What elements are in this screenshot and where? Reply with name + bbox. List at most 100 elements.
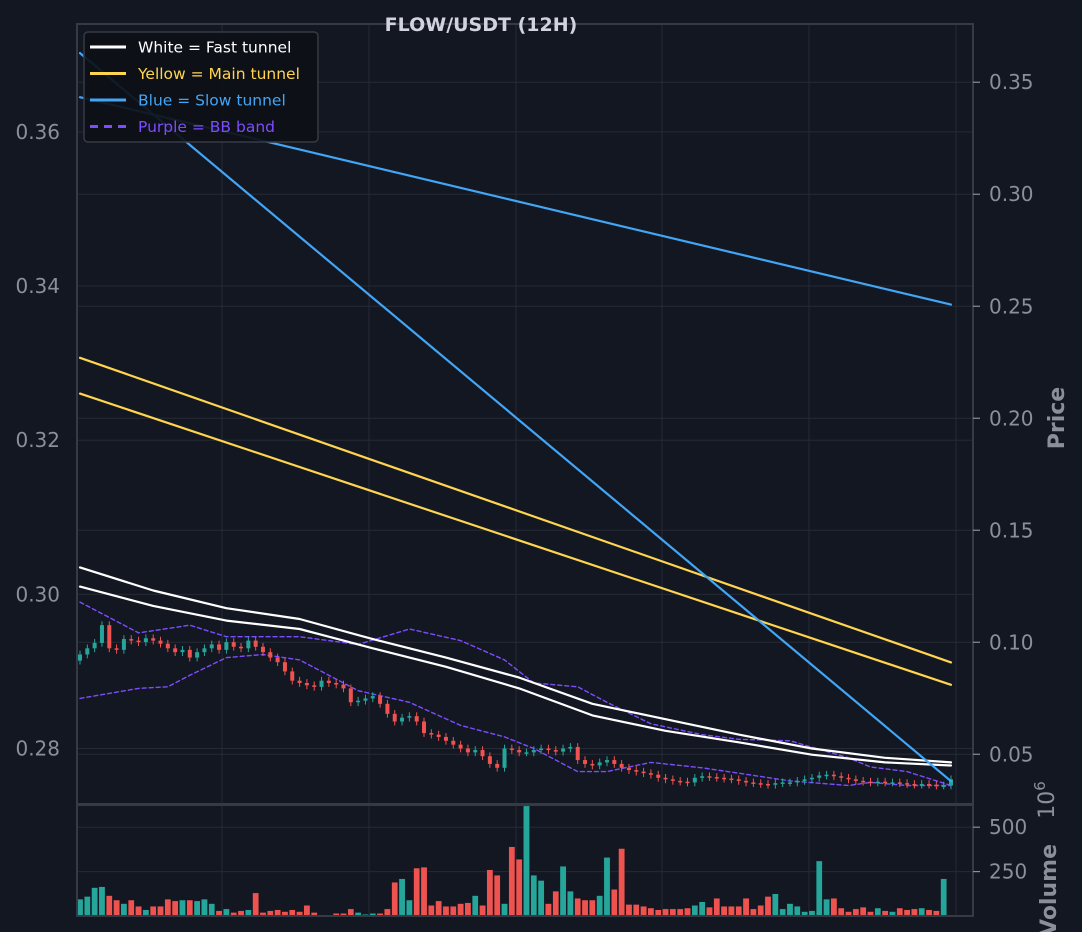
bb-band-layer bbox=[79, 601, 952, 787]
left-axis-tick-label: 0.36 bbox=[15, 120, 60, 144]
volume-bar bbox=[164, 898, 172, 917]
candle-body bbox=[436, 734, 441, 737]
candle-body bbox=[758, 783, 763, 785]
purple-series-line bbox=[79, 653, 952, 787]
candle-body bbox=[875, 781, 880, 784]
candle-body bbox=[407, 716, 412, 718]
candle-body bbox=[824, 774, 829, 777]
volume-bar bbox=[720, 906, 728, 917]
panel-frames bbox=[76, 23, 974, 917]
right-axis-tick-label: 0.25 bbox=[989, 294, 1034, 318]
legend-entry-label: Blue = Slow tunnel bbox=[138, 92, 286, 110]
right-axis-tick-label: 0.30 bbox=[989, 182, 1034, 206]
volume-bar bbox=[347, 908, 355, 917]
candle-body bbox=[392, 713, 397, 722]
volume-bar bbox=[149, 906, 157, 917]
volume-bar bbox=[830, 898, 838, 917]
candle-body bbox=[729, 778, 734, 781]
volume-bar bbox=[706, 906, 713, 917]
volume-bar bbox=[589, 899, 596, 917]
candle-body bbox=[414, 716, 419, 722]
candle-body bbox=[209, 644, 214, 649]
candle-body bbox=[861, 780, 866, 783]
volume-bar bbox=[691, 905, 699, 917]
candle-body bbox=[260, 646, 265, 653]
volume-bar bbox=[398, 878, 406, 917]
candle-body bbox=[766, 783, 771, 786]
volume-axis-tick-label: 500 bbox=[989, 815, 1027, 839]
yellow-series-line bbox=[78, 392, 953, 686]
candle-body bbox=[253, 640, 258, 647]
volume-bar bbox=[435, 900, 442, 917]
candle-body bbox=[626, 767, 631, 771]
candle-body bbox=[334, 682, 339, 685]
candle-body bbox=[165, 643, 170, 649]
volume-bar bbox=[728, 906, 735, 917]
volume-bar bbox=[303, 905, 311, 917]
volume-bar bbox=[135, 906, 142, 917]
candle-body bbox=[217, 644, 222, 650]
volume-bar bbox=[223, 908, 230, 917]
volume-bar bbox=[625, 904, 633, 917]
candle-body bbox=[400, 717, 405, 722]
candle-body bbox=[195, 652, 200, 658]
candle-body bbox=[378, 696, 383, 704]
volume-bar bbox=[896, 907, 904, 917]
candle-body bbox=[180, 649, 185, 653]
volume-bar bbox=[127, 899, 135, 917]
candle-body bbox=[927, 783, 932, 786]
candle-body bbox=[458, 744, 463, 749]
candle-body bbox=[773, 783, 778, 785]
volume-bar bbox=[815, 860, 823, 917]
candle-body bbox=[129, 639, 134, 641]
grid-layer bbox=[77, 24, 973, 916]
volume-bar bbox=[618, 848, 625, 917]
candle-body bbox=[685, 781, 690, 784]
left-axis-tick-label: 0.34 bbox=[15, 274, 60, 298]
candle-body bbox=[802, 779, 807, 781]
volume-bar bbox=[611, 889, 618, 917]
volume-bar bbox=[669, 908, 677, 917]
yellow-series-line bbox=[78, 356, 953, 664]
candle-body bbox=[553, 750, 558, 752]
legend-box bbox=[83, 31, 319, 143]
candle-body bbox=[524, 752, 529, 754]
volume-bar bbox=[713, 898, 721, 917]
candle-body bbox=[480, 750, 485, 757]
candle-body bbox=[751, 782, 756, 784]
candle-body bbox=[678, 780, 683, 783]
left-axis-tick-label: 0.30 bbox=[15, 582, 60, 606]
candlestick-layer bbox=[78, 621, 953, 790]
right-axis-tick-label: 0.35 bbox=[989, 70, 1034, 94]
candle-body bbox=[85, 648, 90, 655]
volume-bar bbox=[911, 908, 918, 917]
candle-body bbox=[897, 782, 902, 784]
candle-body bbox=[429, 733, 434, 735]
candle-body bbox=[795, 780, 800, 783]
candle-body bbox=[363, 698, 368, 701]
candle-body bbox=[604, 760, 609, 763]
candle-body bbox=[231, 642, 236, 647]
volume-bar bbox=[208, 903, 216, 917]
volume-bar bbox=[486, 869, 494, 917]
candle-body bbox=[831, 774, 836, 777]
volume-bar bbox=[676, 908, 684, 917]
candle-body bbox=[941, 785, 946, 788]
volume-bar bbox=[442, 906, 450, 917]
volume-bar bbox=[574, 898, 582, 917]
volume-bar bbox=[581, 899, 589, 917]
volume-bar bbox=[837, 907, 845, 917]
candle-body bbox=[451, 740, 456, 745]
volume-bar bbox=[179, 899, 186, 917]
blue-series-line bbox=[78, 51, 953, 783]
candle-body bbox=[619, 763, 624, 768]
volume-bar bbox=[384, 908, 391, 917]
volume-bar bbox=[567, 890, 574, 917]
candle-body bbox=[883, 781, 888, 784]
candle-body bbox=[890, 782, 895, 784]
volume-bar bbox=[742, 898, 750, 917]
candle-body bbox=[868, 781, 873, 784]
candle-body bbox=[502, 748, 507, 768]
candle-body bbox=[282, 662, 287, 672]
candle-body bbox=[575, 746, 580, 761]
